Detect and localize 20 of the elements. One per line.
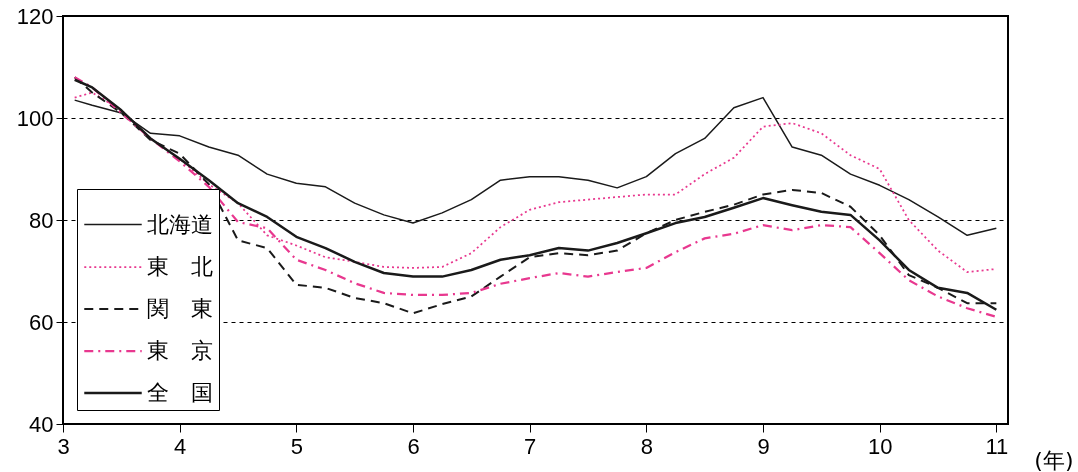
y-tick-label: 100 — [16, 105, 54, 131]
legend-label: 東 北 — [147, 254, 213, 279]
x-tick-label: 8 — [640, 433, 653, 459]
legend-label: 北海道 — [147, 211, 213, 237]
x-tick-label: 5 — [290, 433, 303, 459]
x-tick-label: 7 — [524, 433, 537, 459]
x-tick-label: 9 — [757, 433, 770, 459]
y-tick-label: 80 — [29, 207, 54, 233]
x-axis-title: (年) — [1034, 447, 1074, 472]
legend-label: 関 東 — [147, 296, 213, 321]
y-tick-label: 40 — [29, 411, 54, 437]
y-tick-label: 60 — [29, 309, 54, 335]
y-tick-label: 120 — [16, 3, 54, 29]
x-tick-label: 10 — [867, 433, 893, 459]
legend-label: 東 京 — [147, 338, 213, 363]
legend-label: 全 国 — [147, 380, 213, 405]
x-tick-label: 3 — [57, 433, 70, 459]
x-tick-label: 11 — [985, 433, 1009, 459]
x-tick-label: 4 — [174, 433, 187, 459]
x-tick-label: 6 — [407, 433, 420, 459]
